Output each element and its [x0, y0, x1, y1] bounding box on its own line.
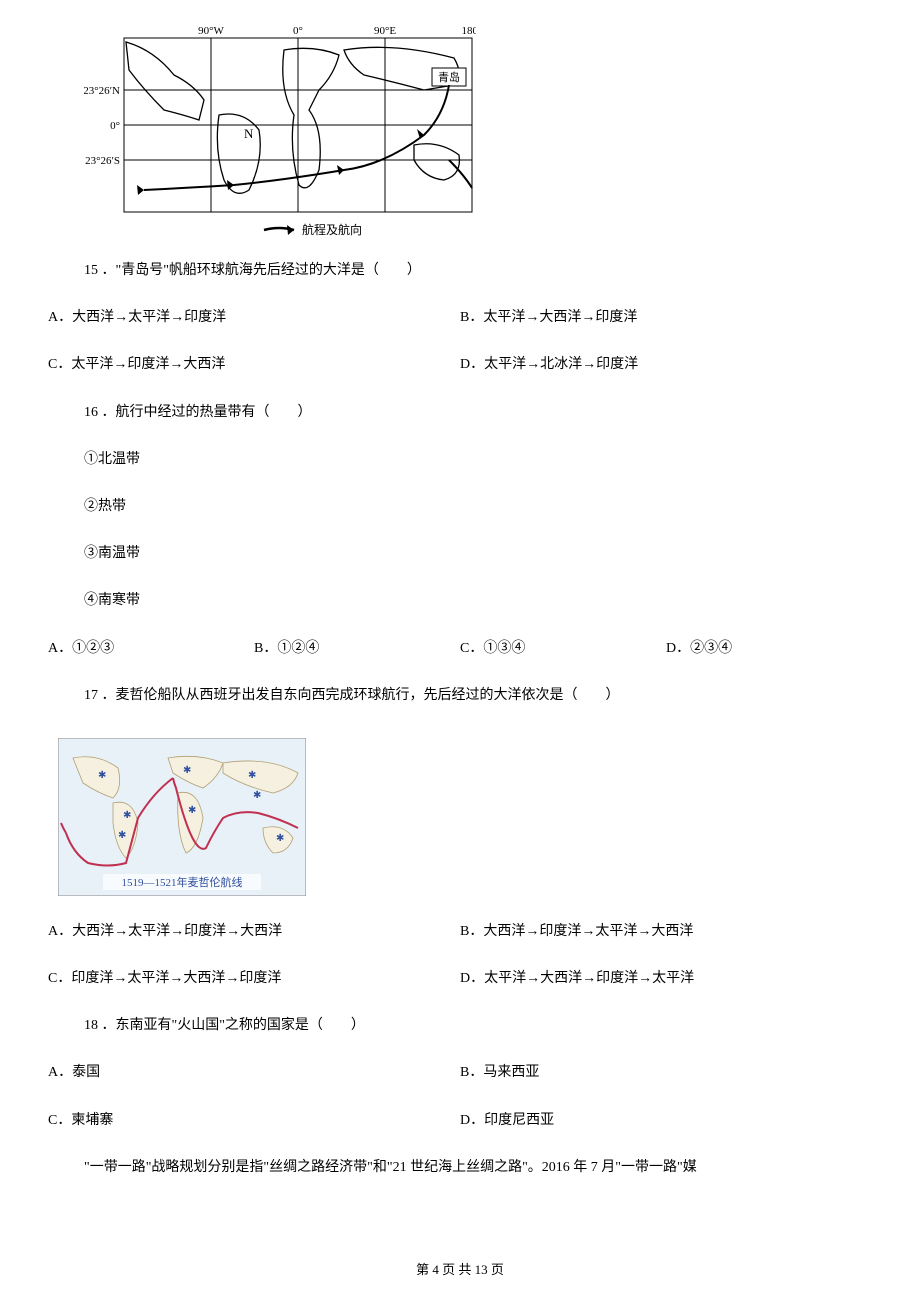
q17-option-d: D．太平洋→大西洋→印度洋→太平洋 — [460, 966, 872, 991]
q16-item-2: ②热带 — [84, 494, 872, 519]
belt-road-intro: "一带一路"战略规划分别是指"丝绸之路经济带"和"21 世纪海上丝绸之路"。20… — [84, 1155, 872, 1180]
svg-text:23°26′N: 23°26′N — [84, 85, 120, 97]
q18-option-b: B．马来西亚 — [460, 1060, 872, 1085]
svg-text:✱: ✱ — [253, 790, 261, 801]
q17-option-c: C．印度洋→太平洋→大西洋→印度洋 — [48, 966, 460, 991]
q16-option-d: D．②③④ — [666, 636, 872, 661]
question-17-text: 17 ．麦哲伦船队从西班牙出发自东向西完成环球航行，先后经过的大洋依次是（ ） — [84, 683, 872, 708]
svg-text:✱: ✱ — [98, 770, 106, 781]
question-18-options: A．泰国 B．马来西亚 C．柬埔寨 D．印度尼西亚 — [48, 1060, 872, 1132]
magellan-map-svg: ✱ ✱ ✱ ✱ ✱ ✱ ✱ ✱ 1519—1521年麦哲伦航线 — [58, 738, 306, 896]
svg-text:90°E: 90°E — [374, 25, 396, 37]
svg-text:✱: ✱ — [123, 810, 131, 821]
svg-text:0°: 0° — [110, 120, 120, 132]
q16-item-3: ③南温带 — [84, 541, 872, 566]
q18-option-c: C．柬埔寨 — [48, 1108, 460, 1133]
voyage-map-svg: 90°W 0° 90°E 180° 23°26′N 0° 23°26′S N 青… — [84, 20, 476, 240]
q18-option-a: A．泰国 — [48, 1060, 460, 1085]
q16-option-a: A．①②③ — [48, 636, 254, 661]
svg-text:✱: ✱ — [188, 805, 196, 816]
svg-text:✱: ✱ — [118, 830, 126, 841]
q16-item-1: ①北温带 — [84, 447, 872, 472]
q16-item-4: ④南寒带 — [84, 588, 872, 613]
map1-figure: 90°W 0° 90°E 180° 23°26′N 0° 23°26′S N 青… — [84, 20, 872, 240]
q17-option-a: A．大西洋→太平洋→印度洋→大西洋 — [48, 919, 460, 944]
question-16-options: A．①②③ B．①②④ C．①③④ D．②③④ — [48, 636, 872, 661]
q15-option-a: A．大西洋→太平洋→印度洋 — [48, 305, 460, 330]
svg-text:航程及航向: 航程及航向 — [302, 222, 362, 237]
question-18-text: 18 ．东南亚有"火山国"之称的国家是（ ） — [84, 1013, 872, 1038]
svg-text:青岛: 青岛 — [438, 70, 460, 84]
question-16-text: 16 ．航行中经过的热量带有（ ） — [84, 400, 872, 425]
q15-option-b: B．太平洋→大西洋→印度洋 — [460, 305, 872, 330]
q15-option-d: D．太平洋→北冰洋→印度洋 — [460, 352, 872, 377]
svg-text:90°W: 90°W — [198, 25, 224, 37]
svg-text:0°: 0° — [293, 25, 303, 37]
question-17-options: A．大西洋→太平洋→印度洋→大西洋 B．大西洋→印度洋→太平洋→大西洋 C．印度… — [48, 919, 872, 991]
q15-option-c: C．太平洋→印度洋→大西洋 — [48, 352, 460, 377]
map2-figure: ✱ ✱ ✱ ✱ ✱ ✱ ✱ ✱ 1519—1521年麦哲伦航线 — [58, 738, 872, 901]
q16-option-b: B．①②④ — [254, 636, 460, 661]
svg-text:✱: ✱ — [248, 770, 256, 781]
svg-text:N: N — [244, 126, 254, 141]
q16-option-c: C．①③④ — [460, 636, 666, 661]
q18-option-d: D．印度尼西亚 — [460, 1108, 872, 1133]
q17-option-b: B．大西洋→印度洋→太平洋→大西洋 — [460, 919, 872, 944]
svg-text:✱: ✱ — [183, 765, 191, 776]
svg-text:180°: 180° — [462, 25, 476, 37]
svg-text:1519—1521年麦哲伦航线: 1519—1521年麦哲伦航线 — [122, 875, 243, 889]
svg-text:23°26′S: 23°26′S — [85, 155, 120, 167]
question-15-options: A．大西洋→太平洋→印度洋 B．太平洋→大西洋→印度洋 C．太平洋→印度洋→大西… — [48, 305, 872, 377]
page-footer: 第 4 页 共 13 页 — [0, 1259, 920, 1278]
question-15-text: 15 ．"青岛号"帆船环球航海先后经过的大洋是（ ） — [84, 258, 872, 283]
svg-text:✱: ✱ — [276, 833, 284, 844]
